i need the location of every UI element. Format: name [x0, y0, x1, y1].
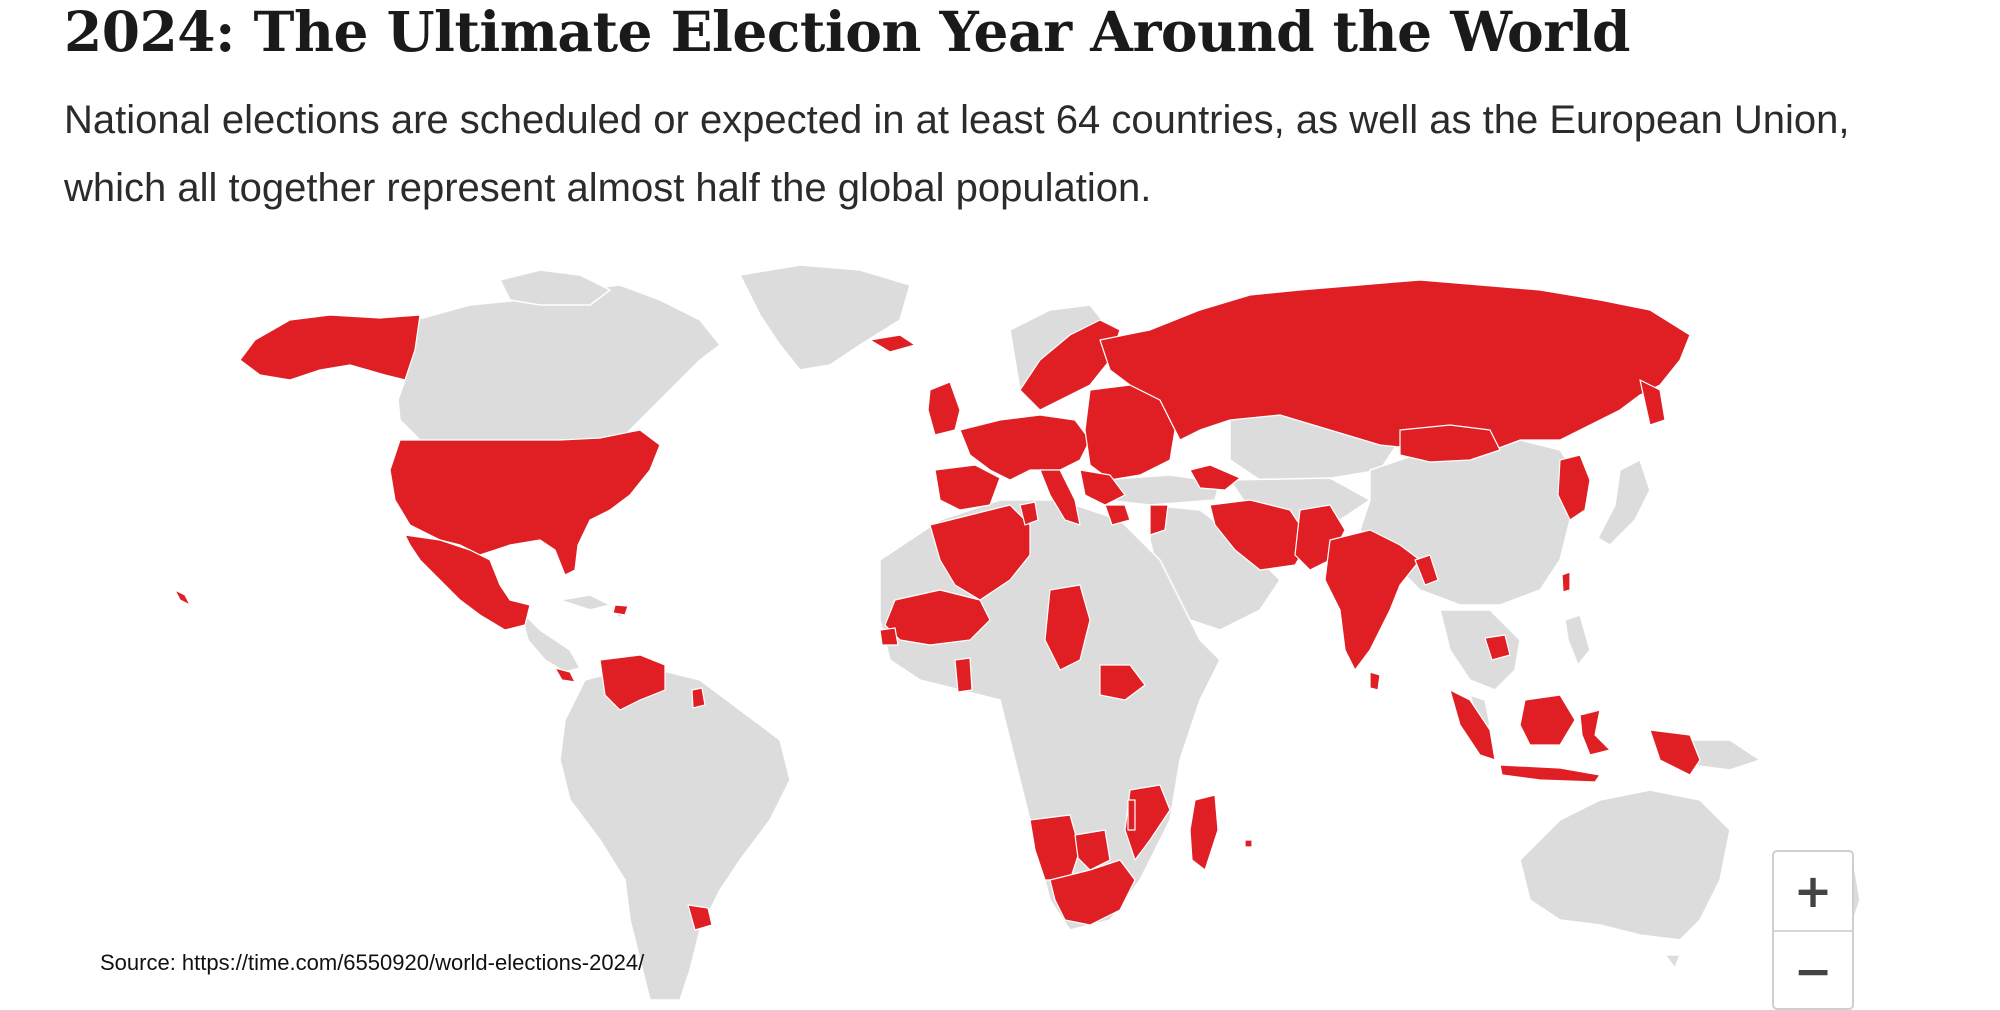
madagascar-shape [1189, 794, 1219, 871]
cuba-shape [559, 594, 611, 611]
philippines-shape [1564, 614, 1591, 666]
japan-shape [1597, 459, 1651, 546]
uk-shape [927, 381, 961, 436]
ghana-shape [954, 657, 973, 693]
mozambique-shape [1124, 784, 1171, 861]
new-guinea-shape [1649, 729, 1701, 776]
java-shape [1499, 764, 1601, 783]
alaska-shape [239, 314, 421, 381]
korea-shape [1557, 454, 1591, 521]
mongolia-shape [1399, 424, 1501, 463]
senegal-shape [879, 627, 899, 646]
suriname-shape [691, 687, 706, 709]
greenland-shape [739, 264, 911, 371]
russia-shape [1099, 279, 1691, 456]
malawi-shape [1127, 799, 1136, 831]
zoom-out-button[interactable]: − [1793, 944, 1833, 998]
panama-shape [554, 667, 576, 683]
chad-shape [1044, 584, 1091, 671]
world-map-svg [174, 264, 1861, 1000]
taiwan-shape [1561, 571, 1571, 593]
south-africa-shape [1049, 859, 1136, 926]
papua-shape [1689, 739, 1761, 771]
sumatra-shape [1449, 689, 1496, 761]
dominican-shape [612, 604, 629, 616]
borneo-shape [1519, 694, 1576, 746]
hawaii-shape [174, 589, 191, 606]
caucasus-shape [1189, 464, 1241, 491]
canada-shape [397, 284, 721, 441]
south-america-shape [559, 664, 791, 1000]
mauritius-shape [1244, 839, 1253, 848]
uruguay-shape [687, 904, 713, 931]
botswana-shape [1074, 829, 1111, 871]
central-america-shape [519, 609, 581, 673]
page-title: 2024: The Ultimate Election Year Around … [64, 0, 1631, 64]
zoom-in-button[interactable]: + [1774, 852, 1852, 932]
bangladesh-shape [1414, 554, 1439, 586]
zoom-control: + − [1772, 850, 1854, 1010]
india-shape [1324, 529, 1421, 671]
page-subtitle: National elections are scheduled or expe… [64, 98, 1850, 210]
morocco-algeria-shape [929, 504, 1031, 601]
tunisia-shape [1019, 501, 1039, 526]
western-europe-shape [959, 414, 1091, 481]
kamchatka-shape [1639, 379, 1666, 426]
sri-lanka-shape [1369, 671, 1381, 691]
iceland-shape [869, 334, 916, 353]
balkans-shape [1079, 469, 1126, 506]
cambodia-shape [1484, 634, 1511, 661]
world-map[interactable] [0, 250, 2000, 1000]
jordan-syria-shape [1149, 504, 1169, 536]
greece-shape [1104, 504, 1131, 526]
mexico-shape [404, 534, 531, 631]
source-credit: Source: https://time.com/6550920/world-e… [100, 950, 645, 975]
tasmania-shape [1664, 954, 1681, 969]
venezuela-shape [599, 654, 666, 711]
sulawesi-shape [1579, 709, 1611, 756]
namibia-shape [1029, 814, 1081, 881]
usa-shape [389, 429, 661, 576]
south-sudan-shape [1099, 664, 1146, 701]
iberia-shape [934, 464, 1001, 511]
southeast-asia-shape [1439, 609, 1521, 691]
australia-shape [1519, 789, 1731, 941]
baffin-island-shape [499, 269, 611, 306]
italy-shape [1039, 469, 1081, 526]
iran-shape [1209, 499, 1311, 571]
